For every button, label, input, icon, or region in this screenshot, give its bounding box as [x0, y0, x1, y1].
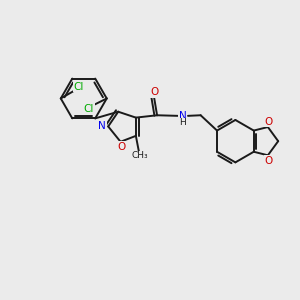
Text: N: N	[179, 111, 187, 121]
Text: CH₃: CH₃	[131, 152, 148, 160]
Text: O: O	[264, 117, 273, 127]
Text: N: N	[98, 121, 106, 130]
Text: Cl: Cl	[84, 104, 94, 114]
Text: Cl: Cl	[73, 82, 84, 92]
Text: H: H	[180, 118, 186, 127]
Text: O: O	[117, 142, 125, 152]
Text: O: O	[264, 156, 273, 166]
Text: O: O	[151, 87, 159, 97]
